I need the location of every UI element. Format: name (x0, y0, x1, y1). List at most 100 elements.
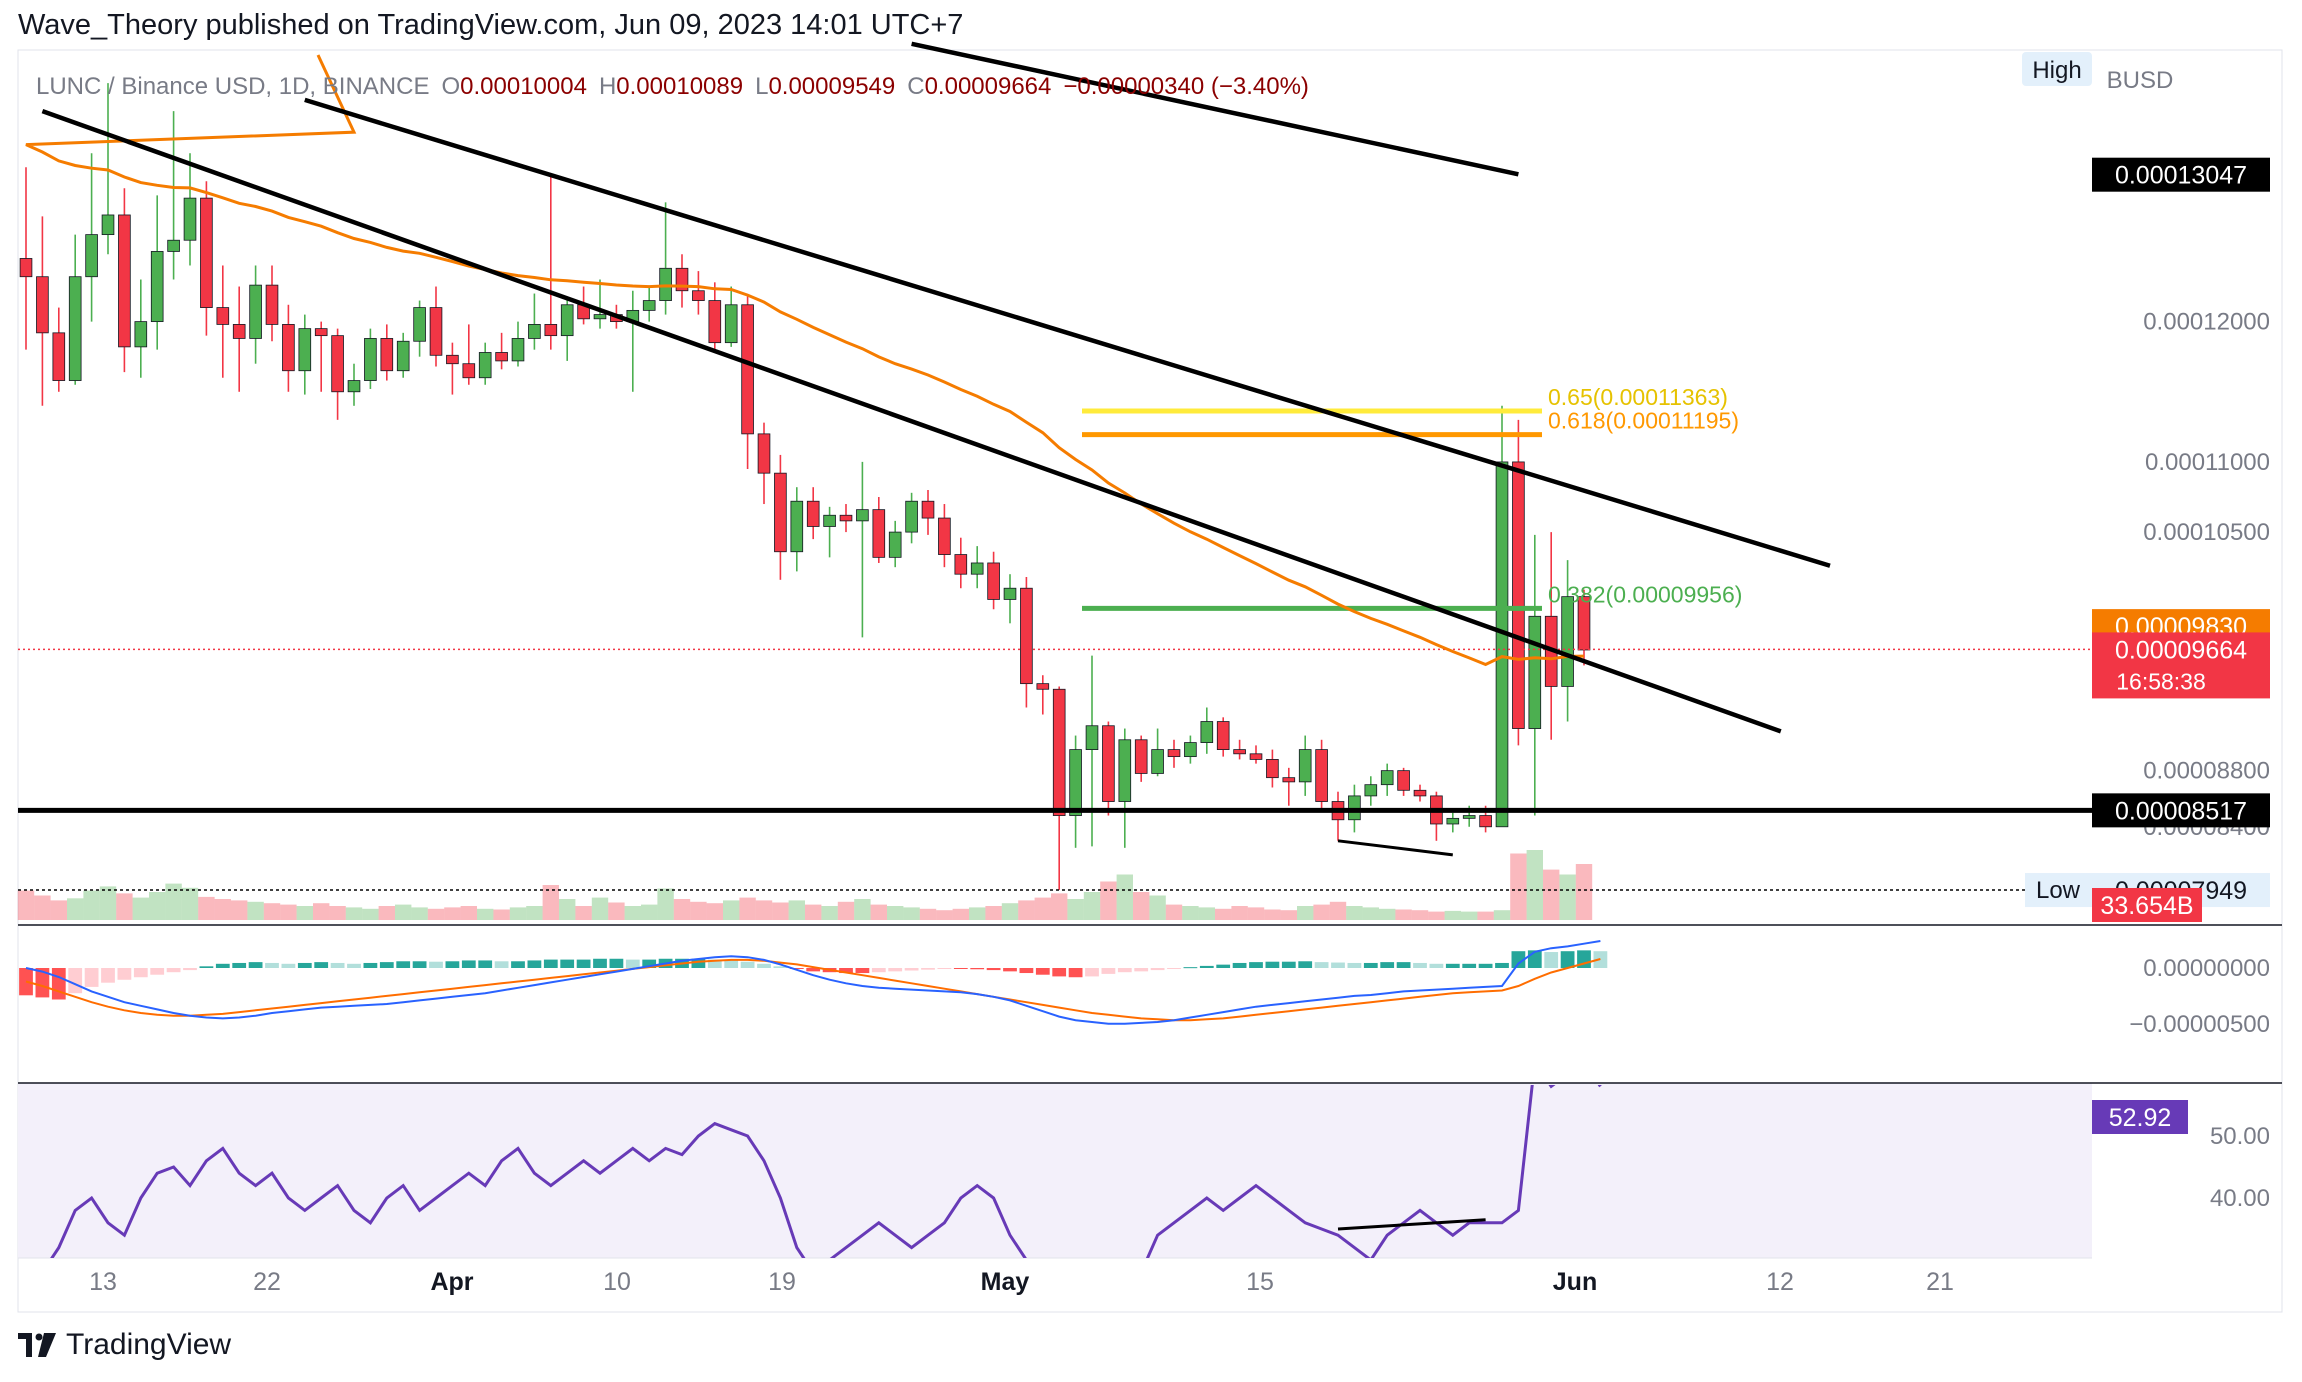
macd-histogram-bar (806, 968, 821, 972)
macd-histogram-bar (150, 968, 165, 975)
volume-bar (313, 903, 330, 920)
macd-histogram-bar (543, 959, 558, 968)
volume-bar (952, 908, 969, 920)
macd-histogram-bar (412, 961, 427, 968)
macd-histogram-bar (888, 968, 903, 972)
volume-bar (1001, 903, 1019, 920)
macd-histogram-bar (871, 968, 886, 973)
volume-bar (460, 906, 477, 920)
candle-body (85, 234, 98, 278)
candle-body (938, 517, 951, 555)
candle-body (593, 314, 607, 320)
macd-histogram-bar (248, 962, 263, 968)
candle-body (331, 335, 344, 393)
macd-histogram-bar (1035, 968, 1050, 975)
volume-bar (1215, 908, 1232, 920)
candle-body (380, 338, 394, 372)
volume-bar (1493, 910, 1511, 920)
macd-histogram-bar (1495, 962, 1509, 968)
price-tag-label: 0.00008517 (2115, 797, 2247, 825)
candle-body (921, 500, 935, 519)
candle-body (1052, 688, 1066, 816)
candle-body (1167, 749, 1181, 758)
macd-histogram-bar (1019, 968, 1034, 974)
author-name[interactable]: Wave_Theory (18, 8, 198, 41)
volume-bar (427, 908, 445, 920)
macd-histogram-bar (740, 961, 755, 968)
candle-body (1102, 725, 1115, 802)
candle-body (544, 324, 558, 337)
low-value: 0.00009549 (768, 73, 895, 100)
macd-histogram-bar (937, 968, 952, 969)
tradingview-brand[interactable]: TradingView (66, 1328, 232, 1361)
volume-bar (231, 900, 248, 920)
candle-body (1282, 777, 1296, 783)
symbol-label: LUNC / Binance USD, 1D, BINANCE (36, 73, 429, 100)
volume-bar (1133, 892, 1150, 920)
trendline (911, 41, 1519, 177)
macd-histogram-bar (1068, 968, 1083, 978)
macd-histogram-bar (35, 968, 50, 998)
volume-tag-bg (2092, 888, 2202, 922)
macd-histogram-bar (1117, 968, 1132, 973)
volume-bar (739, 897, 756, 920)
candle-body (495, 352, 508, 362)
macd-histogram-bar (642, 959, 657, 968)
high-label-legend: H (599, 73, 616, 100)
volume-bar (1559, 874, 1576, 920)
candle-body (429, 307, 443, 356)
candle-body (1151, 749, 1164, 774)
macd-histogram-bar (1413, 962, 1427, 968)
macd-histogram-bar (707, 959, 722, 968)
candle-body (1446, 817, 1460, 825)
macd-histogram-bar (593, 958, 607, 968)
high-label-box (2022, 52, 2092, 86)
macd-histogram-bar (1478, 963, 1493, 968)
volume-bar (1379, 908, 1396, 920)
candle-body (806, 500, 820, 527)
volume-bar (641, 904, 658, 920)
volume-bar (1247, 907, 1265, 920)
candle-body (757, 433, 771, 474)
volume-bar (1444, 910, 1461, 920)
candle-body (1184, 742, 1197, 758)
volume-bar (214, 899, 231, 920)
volume-bar (542, 885, 559, 920)
volume-bar (1034, 897, 1051, 920)
macd-histogram-bar (265, 962, 279, 968)
macd-histogram-bar (789, 968, 804, 969)
macd-axis-tick: 0.00000000 (2143, 955, 2270, 982)
candle-body (692, 290, 705, 301)
macd-histogram-bar (625, 959, 640, 968)
candle-body (642, 300, 656, 311)
candle-body (1069, 749, 1082, 816)
volume-bar (837, 901, 855, 920)
volume-bar (805, 904, 822, 920)
macd-histogram-bar (1085, 968, 1099, 977)
volume-bar (624, 906, 641, 920)
macd-histogram-bar (921, 968, 935, 970)
rsi-axis-tick: 50.00 (2210, 1123, 2270, 1150)
macd-histogram-bar (970, 968, 985, 970)
macd-histogram-bar (724, 960, 739, 968)
divergence-line-price (1337, 839, 1453, 857)
candle-body (1528, 615, 1542, 729)
candle-body (888, 531, 902, 558)
trendline (304, 97, 1831, 568)
candle-body (560, 304, 574, 337)
rsi-axis-tick: 40.00 (2210, 1185, 2270, 1212)
candle-body (708, 300, 722, 344)
candle-body (36, 276, 49, 334)
volume-bar (1116, 874, 1133, 920)
macd-histogram-bar (1232, 962, 1247, 968)
candle-body (1134, 739, 1148, 774)
volume-bar (411, 907, 428, 920)
volume-bar (1477, 911, 1494, 920)
candle-body (1364, 784, 1378, 797)
candle-body (150, 251, 164, 323)
volume-bar (657, 888, 674, 920)
rsi-band (18, 1083, 2092, 1258)
price-axis-tick: 0.00008800 (2143, 758, 2270, 785)
candle-body (19, 258, 33, 278)
